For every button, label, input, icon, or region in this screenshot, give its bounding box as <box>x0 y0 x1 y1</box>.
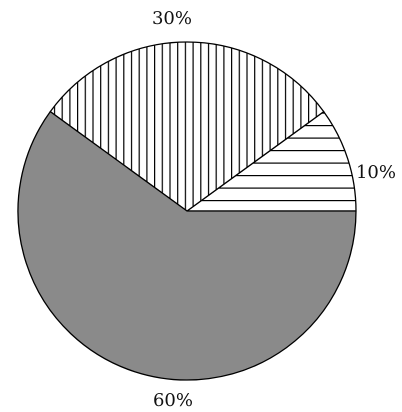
pie-slices <box>17 41 357 381</box>
slice-label-10-percent: 10% <box>356 162 396 183</box>
pie-slice-30-percent <box>49 41 325 212</box>
pie-labels: 10% 30% 60% <box>152 8 396 411</box>
slice-label-30-percent: 30% <box>152 8 192 29</box>
pie-slice-10-percent <box>186 111 357 212</box>
slice-label-60-percent: 60% <box>153 390 193 411</box>
pie-slice-60-percent <box>17 111 357 381</box>
